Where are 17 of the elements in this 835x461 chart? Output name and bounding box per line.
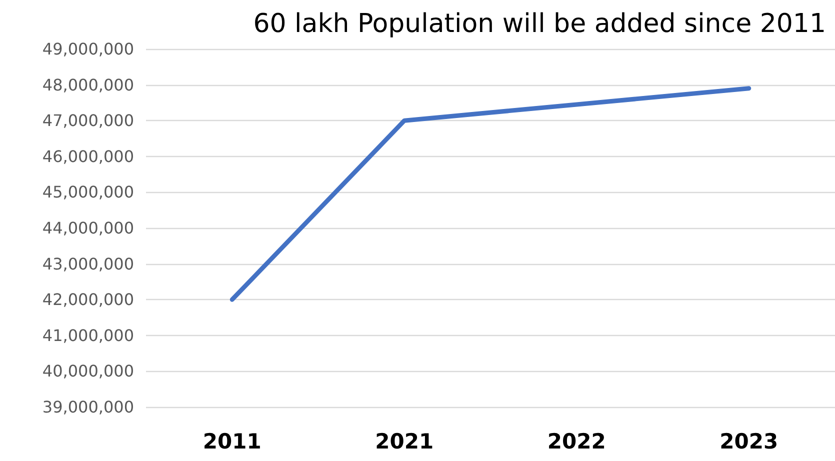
x-tick-label: 2022 xyxy=(547,430,606,454)
y-tick-label: 45,000,000 xyxy=(42,182,134,202)
x-tick-label: 2023 xyxy=(720,430,778,454)
y-tick-label: 39,000,000 xyxy=(42,398,134,416)
y-tick-label: 49,000,000 xyxy=(42,40,134,58)
y-tick-label: 43,000,000 xyxy=(42,254,134,274)
y-tick-label: 41,000,000 xyxy=(42,326,134,345)
chart-title: 60 lakh Population will be added since 2011 xyxy=(253,9,826,39)
y-tick-label: 44,000,000 xyxy=(42,218,134,238)
y-tick-label: 46,000,000 xyxy=(42,146,134,166)
x-tick-label: 2011 xyxy=(202,430,262,454)
y-tick-label: 40,000,000 xyxy=(42,362,134,381)
line-series xyxy=(230,86,752,302)
x-tick-label: 2021 xyxy=(375,430,434,454)
y-tick-label: 47,000,000 xyxy=(42,111,134,130)
y-tick-label: 48,000,000 xyxy=(42,75,134,94)
y-tick-label: 42,000,000 xyxy=(42,290,134,310)
